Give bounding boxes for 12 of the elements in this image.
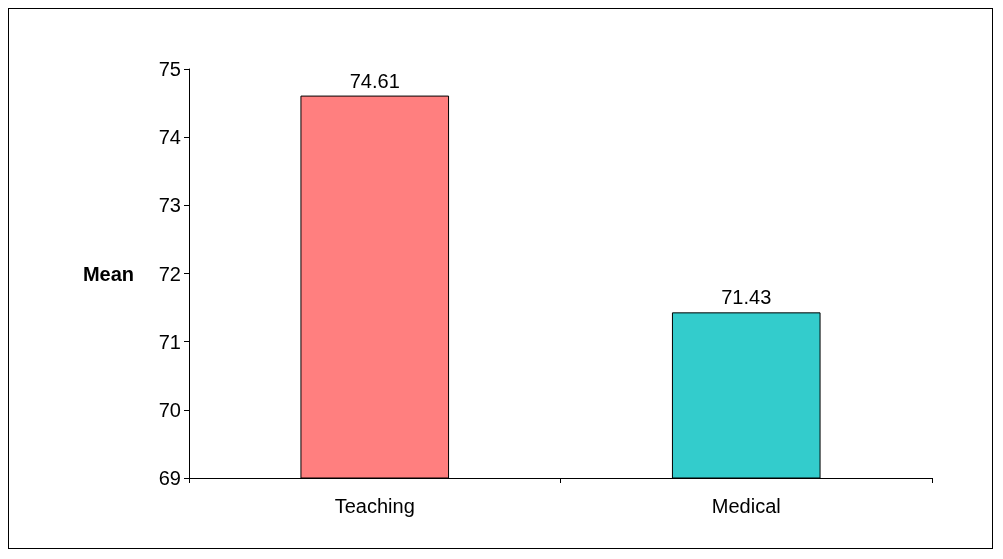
y-tick-label: 72 xyxy=(158,262,181,285)
x-tick-label: Medical xyxy=(711,495,781,517)
x-tick-label: Teaching xyxy=(334,495,415,517)
y-tick-label: 75 xyxy=(158,58,181,80)
y-tick-label: 74 xyxy=(158,126,181,149)
y-tick-label: 73 xyxy=(158,194,181,217)
data-label: 74.61 xyxy=(349,69,400,92)
y-tick-label: 70 xyxy=(158,398,181,421)
y-axis-title: Mean xyxy=(82,262,134,285)
y-tick-label: 69 xyxy=(158,467,181,489)
data-label: 71.43 xyxy=(721,286,772,309)
y-tick-label: 71 xyxy=(158,330,181,353)
